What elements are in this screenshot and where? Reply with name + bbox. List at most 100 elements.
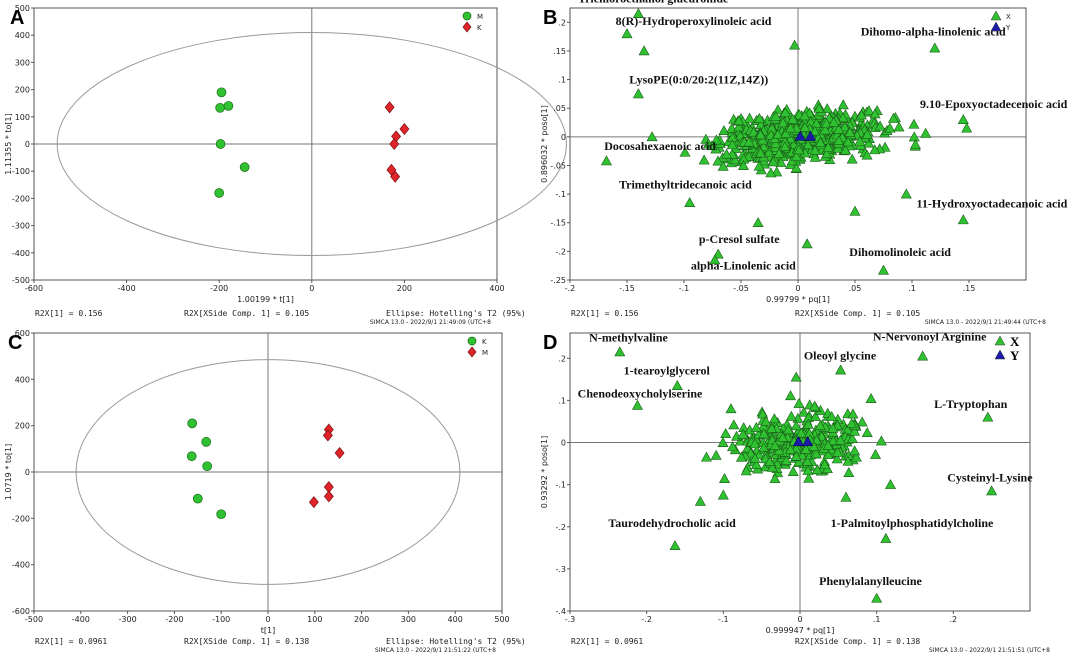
s-plot-variable bbox=[802, 464, 814, 475]
annotation-label: p-Cresol sulfate bbox=[699, 232, 780, 246]
s-plot-variable bbox=[729, 154, 741, 165]
y-tick-label: -100 bbox=[12, 167, 30, 176]
footer-timestamp: SIMCA 13.0 - 2022/9/1 21:51:22 (UTC+8 bbox=[375, 647, 496, 654]
x-tick-label: 400 bbox=[448, 615, 463, 624]
s-plot-variable bbox=[785, 390, 797, 401]
s-plot-variable bbox=[854, 135, 866, 146]
s-plot-outlier bbox=[631, 399, 643, 410]
s-plot-outlier bbox=[880, 532, 892, 543]
annotation-label: Chenodeoxycholylserine bbox=[578, 386, 703, 400]
hotelling-ellipse bbox=[56, 31, 567, 257]
s-plot-variable bbox=[735, 451, 747, 462]
y-tick-label: .05 bbox=[553, 104, 566, 113]
y-tick-label: -400 bbox=[12, 561, 30, 570]
s-plot-variable bbox=[757, 134, 769, 145]
s-plot-variable bbox=[822, 440, 834, 451]
s-plot-variable bbox=[755, 147, 767, 158]
y-tick-label: 0 bbox=[25, 140, 30, 149]
y-tick-label: -.3 bbox=[555, 565, 566, 574]
s-plot-variable bbox=[773, 147, 785, 158]
annotation-label: 1-tearoylglycerol bbox=[624, 363, 711, 377]
s-plot-variable bbox=[749, 452, 761, 463]
s-plot-variable bbox=[721, 148, 733, 159]
y-axis-label: 0.896032 * poso[1] bbox=[540, 105, 549, 183]
x-tick-label: 0 bbox=[797, 615, 802, 624]
s-plot-variable bbox=[839, 144, 851, 155]
s-plot-variable bbox=[803, 472, 815, 483]
s-plot-variable bbox=[744, 112, 756, 123]
y-tick-label: -200 bbox=[12, 514, 30, 523]
x-tick-label: -400 bbox=[72, 615, 90, 624]
x-tick-label: .05 bbox=[849, 284, 862, 293]
s-plot-variable bbox=[706, 140, 718, 151]
y-tick-label: -200 bbox=[12, 194, 30, 203]
s-plot-variable bbox=[801, 455, 813, 466]
s-plot-variable bbox=[750, 421, 762, 432]
s-plot-variable bbox=[834, 434, 846, 445]
x-tick-label: 200 bbox=[354, 615, 369, 624]
annotation-label: Taurodehydrocholic acid bbox=[608, 516, 736, 530]
y-tick-label: -.15 bbox=[550, 219, 566, 228]
x-tick-label: 200 bbox=[397, 284, 412, 293]
s-plot-response bbox=[794, 130, 806, 141]
legend-marker-triangle bbox=[994, 335, 1006, 346]
s-plot-variable bbox=[785, 122, 797, 133]
s-plot-variable bbox=[874, 120, 886, 131]
s-plot-outlier bbox=[638, 45, 650, 56]
legend-label: X bbox=[1010, 334, 1020, 349]
s-plot-variable bbox=[772, 128, 784, 139]
score-point-diamond bbox=[384, 101, 395, 114]
s-plot-variable bbox=[798, 406, 810, 417]
y-tick-label: .1 bbox=[558, 76, 566, 85]
s-plot-variable bbox=[766, 422, 778, 433]
legend-label: M bbox=[477, 13, 483, 21]
s-plot-response bbox=[792, 436, 804, 446]
s-plot-variable bbox=[750, 459, 762, 469]
y-tick-label: 300 bbox=[15, 58, 30, 67]
score-point-circle bbox=[187, 418, 198, 429]
footer-r2x: R2X[1] = 0.156 bbox=[35, 309, 103, 318]
s-plot-variable bbox=[717, 437, 729, 447]
s-plot-variable bbox=[766, 461, 778, 472]
legend-marker-circle bbox=[467, 336, 477, 346]
annotation-label: Dihomo-alpha-linolenic acid bbox=[861, 24, 1006, 38]
score-point-circle bbox=[216, 509, 227, 520]
s-plot-outlier bbox=[957, 114, 969, 124]
footer-ellipse: Ellipse: Hotelling's T2 (95%) bbox=[386, 309, 526, 318]
s-plot-variable bbox=[856, 416, 868, 427]
score-point-circle bbox=[215, 139, 226, 149]
x-tick-label: -100 bbox=[212, 615, 230, 624]
x-tick-label: .1 bbox=[908, 284, 916, 293]
x-tick-label: -.15 bbox=[619, 284, 635, 293]
s-plot-variable bbox=[856, 109, 868, 120]
annotation-label: 8(R)-Hydroperoxylinoleic acid bbox=[616, 14, 772, 28]
x-axis-label: 1.00199 * t[1] bbox=[237, 295, 294, 304]
panel-letter: A bbox=[10, 7, 24, 29]
x-tick-label: 100 bbox=[307, 615, 322, 624]
s-plot-variable bbox=[814, 136, 826, 147]
s-plot-variable bbox=[846, 153, 858, 164]
annotation-label: L-Tryptophan bbox=[934, 397, 1007, 411]
y-tick-label: .15 bbox=[553, 47, 566, 56]
s-plot-variable bbox=[869, 144, 881, 155]
y-tick-label: -.2 bbox=[555, 247, 566, 256]
annotation-label: Oleoyl glycine bbox=[804, 349, 877, 363]
y-tick-label: .2 bbox=[558, 18, 566, 27]
annotation-label: 9.10-Epoxyoctadecenoic acid bbox=[920, 97, 1068, 111]
s-plot-variable bbox=[814, 420, 826, 431]
s-plot-variable bbox=[909, 138, 921, 149]
s-plot-variable bbox=[819, 124, 831, 135]
score-point-circle bbox=[186, 451, 197, 462]
s-plot-variable bbox=[833, 135, 845, 145]
footer-ellipse: Ellipse: Hotelling's T2 (95%) bbox=[386, 637, 526, 646]
s-plot-variable bbox=[799, 121, 811, 132]
legend-label: K bbox=[477, 24, 482, 32]
s-plot-variable bbox=[755, 129, 767, 140]
s-plot-variable bbox=[733, 121, 745, 132]
x-tick-label: -.2 bbox=[641, 615, 652, 624]
s-plot-variable bbox=[809, 410, 821, 421]
s-plot-variable bbox=[748, 126, 760, 137]
s-plot-variable bbox=[769, 138, 781, 148]
footer-timestamp: SIMCA 13.0 - 2022/9/1 21:51:51 (UTC+8 bbox=[929, 647, 1050, 654]
s-plot-variable bbox=[737, 160, 749, 170]
